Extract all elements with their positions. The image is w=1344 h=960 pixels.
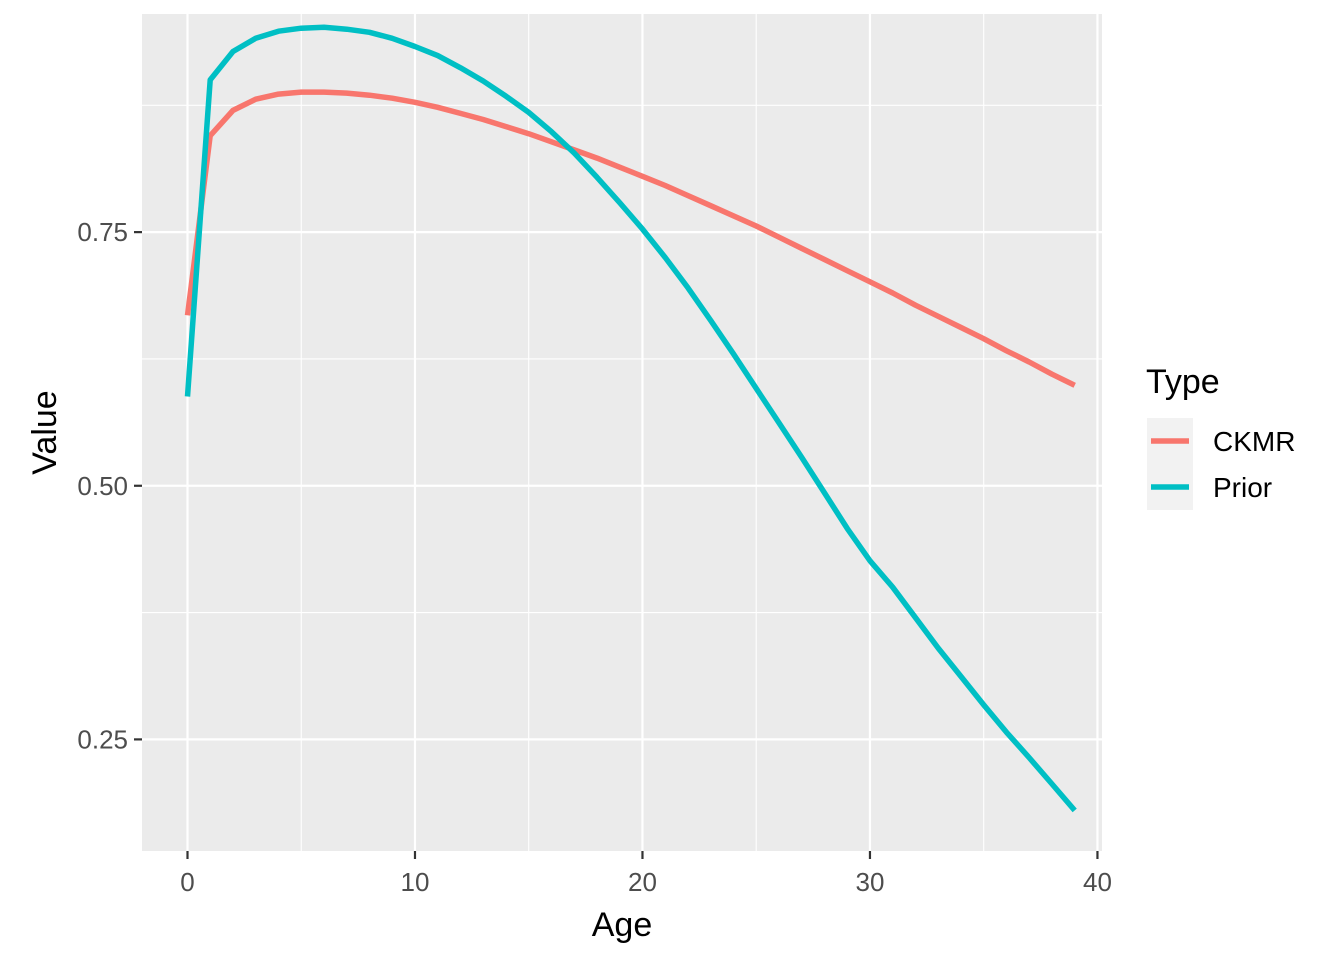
legend-item-ckmr: CKMR — [1147, 418, 1295, 464]
y-tick-label: 0.50 — [77, 471, 128, 501]
legend-items: CKMR Prior — [1147, 418, 1295, 510]
axis-ticks — [134, 231, 1099, 859]
y-tick-labels: 0.25 0.50 0.75 — [77, 217, 128, 754]
legend-title: Type — [1146, 363, 1220, 401]
x-tick-labels: 0 10 20 30 40 — [180, 867, 1112, 897]
series-line-ckmr — [184, 89, 1076, 388]
plot-panel — [142, 14, 1102, 851]
legend-label: CKMR — [1213, 426, 1295, 457]
minor-gridlines — [142, 14, 1102, 851]
y-tick-label: 0.75 — [77, 217, 128, 247]
series-lines — [184, 24, 1077, 813]
series-line-prior — [184, 24, 1077, 813]
y-axis-title: Value — [26, 390, 64, 474]
x-tick-label: 30 — [856, 867, 885, 897]
x-tick-label: 40 — [1083, 867, 1112, 897]
legend-label: Prior — [1213, 472, 1272, 503]
legend: Type CKMR Prior — [1146, 363, 1295, 510]
legend-item-prior: Prior — [1147, 464, 1272, 510]
x-tick-label: 20 — [628, 867, 657, 897]
y-tick-label: 0.25 — [77, 724, 128, 754]
x-tick-label: 10 — [401, 867, 430, 897]
x-axis-title: Age — [592, 906, 653, 944]
major-gridlines — [142, 14, 1102, 851]
x-tick-label: 0 — [180, 867, 194, 897]
